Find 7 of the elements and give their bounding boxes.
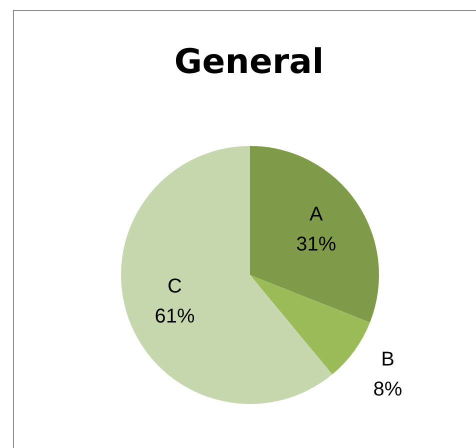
slice-label: C bbox=[168, 276, 182, 298]
chart-title: General bbox=[173, 42, 325, 82]
slice-label: B bbox=[381, 348, 394, 371]
slice-label: A bbox=[309, 204, 324, 226]
data-label: 31% bbox=[296, 234, 336, 256]
data-label: 8% bbox=[373, 378, 402, 401]
data-label: 61% bbox=[154, 306, 195, 328]
